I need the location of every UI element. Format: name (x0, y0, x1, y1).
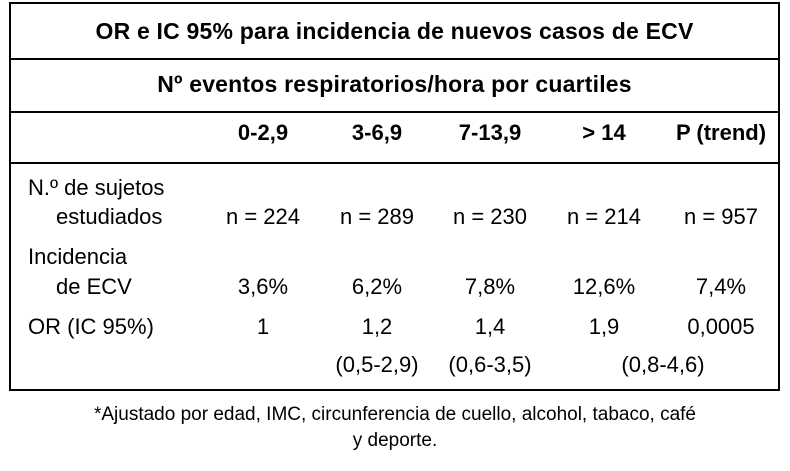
ci-cell: (0,6-3,5) (448, 352, 532, 377)
table-cell: 1,2 (361, 314, 393, 339)
ci-cell: (0,8-4,6) (621, 352, 705, 377)
table-cell: 12,6% (572, 274, 636, 299)
table-cell: 6,2% (351, 274, 403, 299)
column-header-q4: > 14 (582, 120, 626, 145)
table-cell: 0,0005 (687, 314, 755, 339)
table-cell: 3,6% (237, 274, 289, 299)
row-label-incidence-line1: Incidencia (28, 244, 128, 269)
column-header-q1: 0-2,9 (237, 120, 289, 145)
table-title: OR e IC 95% para incidencia de nuevos ca… (11, 4, 778, 60)
header-divider (11, 162, 778, 164)
footnote-line1: *Ajustado por edad, IMC, circunferencia … (93, 404, 697, 425)
row-label-incidence-line2: de ECV (56, 274, 132, 299)
row-label-subjects-line2: estudiados (56, 204, 163, 229)
table-cell: n = 957 (683, 204, 759, 229)
table-cell: 1,4 (474, 314, 506, 339)
column-header-p-trend: P (trend) (675, 120, 767, 145)
column-header-q3: 7-13,9 (458, 120, 522, 145)
results-table: OR e IC 95% para incidencia de nuevos ca… (9, 2, 780, 391)
table-cell: 7,4% (695, 274, 747, 299)
table-cell: 1,9 (588, 314, 620, 339)
table-cell: n = 289 (339, 204, 415, 229)
table-cell: n = 224 (225, 204, 301, 229)
table-cell: 7,8% (464, 274, 516, 299)
table-cell: 1 (256, 314, 270, 339)
column-header-q2: 3-6,9 (351, 120, 403, 145)
row-label-subjects-line1: N.º de sujetos (28, 175, 165, 200)
footnote-line2: y deporte. (352, 430, 438, 451)
table-cell: n = 230 (452, 204, 528, 229)
row-label-or: OR (IC 95%) (28, 314, 154, 339)
table-subtitle: Nº eventos respiratorios/hora por cuarti… (11, 58, 778, 113)
table-cell: n = 214 (566, 204, 642, 229)
ci-cell: (0,5-2,9) (335, 352, 419, 377)
footnote: *Ajustado por edad, IMC, circunferencia … (0, 402, 790, 454)
